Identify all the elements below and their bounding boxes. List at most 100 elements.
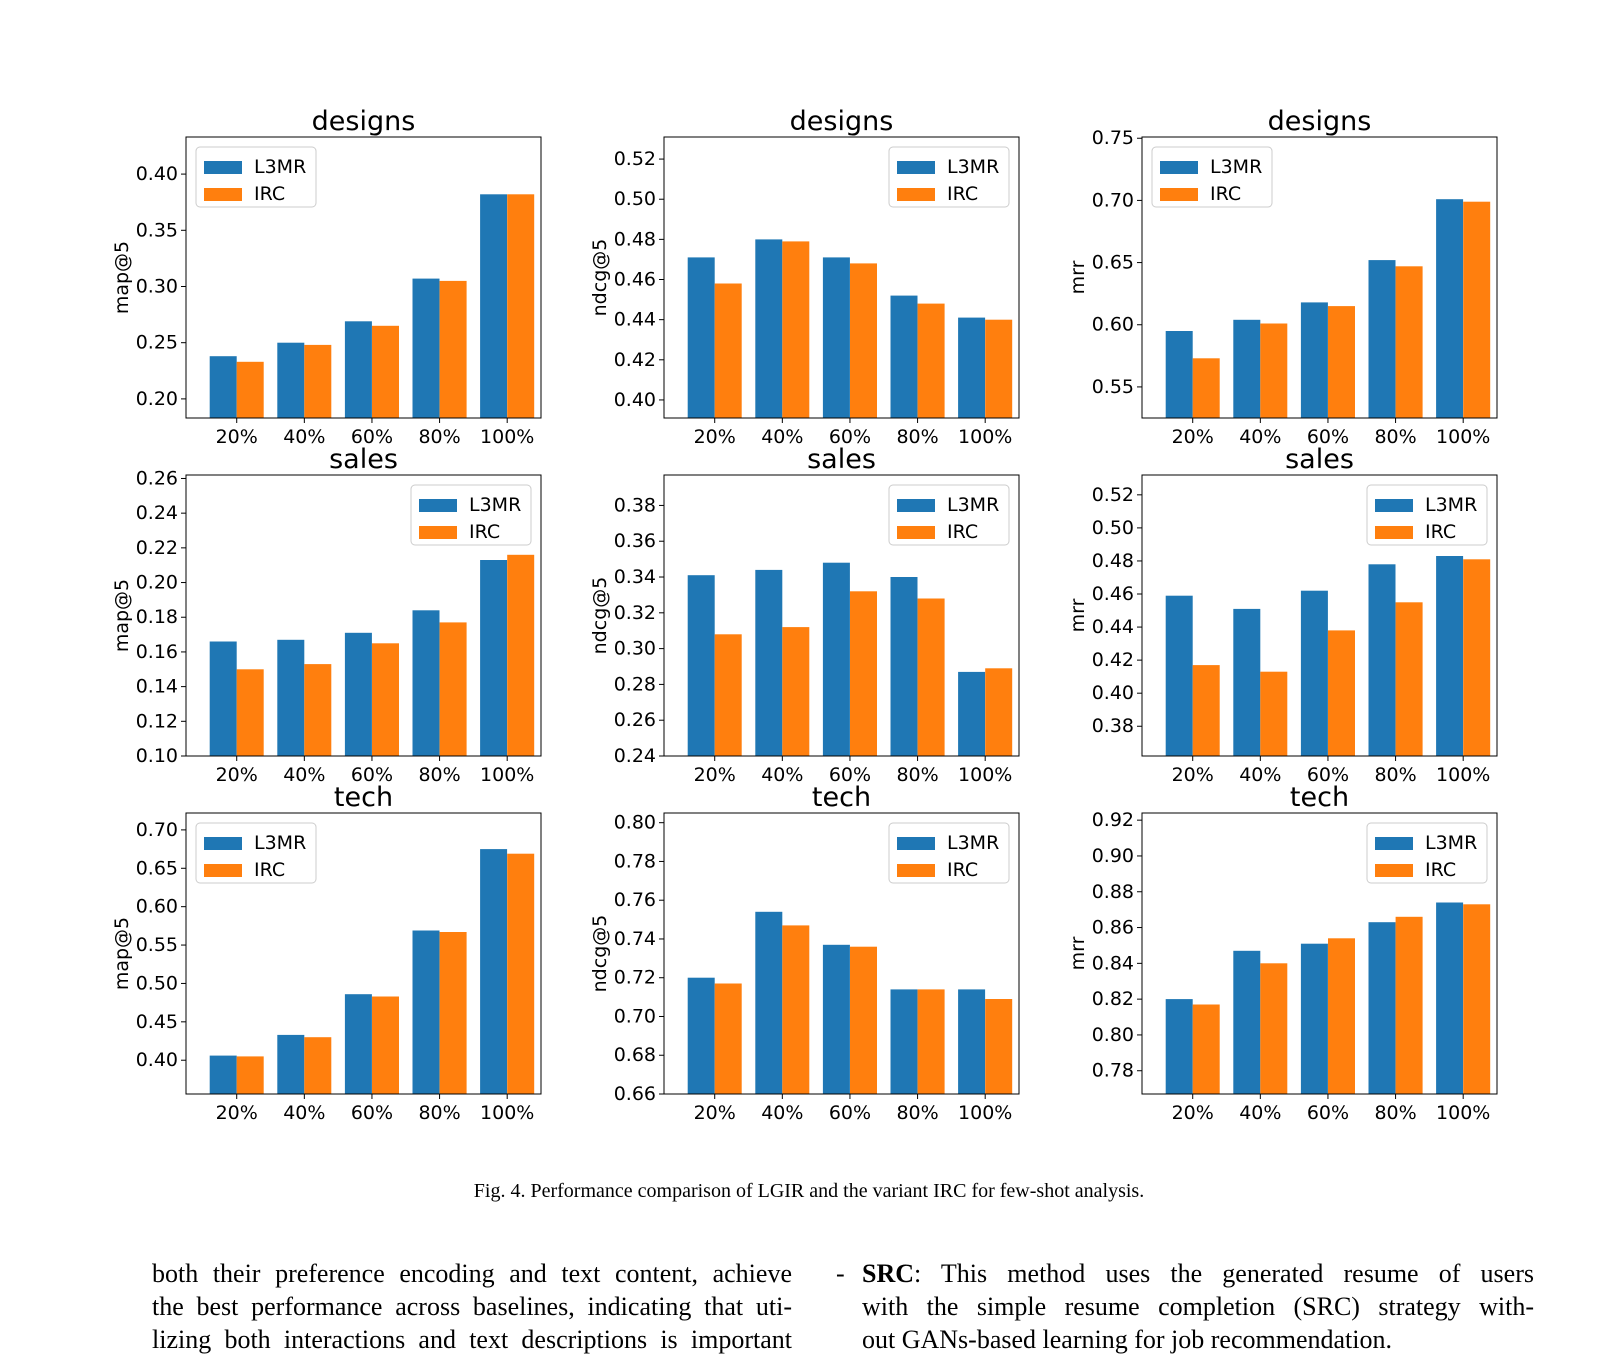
bar-irc (236, 361, 264, 418)
bar-l3mr (1165, 595, 1193, 756)
legend-swatch (897, 161, 935, 174)
bar-irc (439, 622, 467, 756)
bar-irc (1463, 904, 1491, 1094)
bar-l3mr (755, 569, 783, 756)
x-tick-label: 60% (351, 1102, 393, 1124)
chart-title: tech (334, 782, 393, 813)
x-tick-label: 40% (283, 426, 325, 448)
y-tick-label: 0.50 (136, 972, 178, 994)
plot-frame (185, 812, 542, 1095)
y-tick-label: 0.65 (1092, 252, 1134, 274)
bar-irc (1192, 665, 1220, 756)
y-tick-label: 0.50 (1092, 517, 1134, 539)
y-axis-label: map@5 (111, 241, 133, 314)
y-tick-label: 0.82 (1092, 988, 1134, 1010)
x-tick-label: 100% (480, 1102, 534, 1124)
bar-l3mr (412, 610, 440, 756)
y-tick-label: 0.28 (614, 673, 656, 695)
legend-label: L3MR (947, 832, 999, 854)
bar-irc (850, 946, 877, 1094)
bar-l3mr (1233, 950, 1261, 1094)
legend-swatch (204, 188, 242, 201)
x-tick-label: 60% (1307, 764, 1349, 786)
bar-irc (714, 634, 742, 756)
x-tick-label: 80% (1374, 764, 1416, 786)
bar-irc (304, 344, 332, 418)
bar-irc (507, 194, 535, 418)
bar-l3mr (1436, 902, 1464, 1094)
bar-l3mr (687, 575, 715, 756)
bar-irc (985, 668, 1013, 756)
legend-swatch (1375, 864, 1413, 877)
chart-title: sales (329, 444, 398, 475)
bar-l3mr (958, 671, 986, 756)
bar-l3mr (755, 911, 783, 1094)
y-tick-label: 0.40 (1092, 682, 1134, 704)
y-tick-label: 0.42 (614, 349, 656, 371)
bar-l3mr (687, 257, 715, 418)
bar-l3mr (1368, 922, 1396, 1094)
y-tick-label: 0.52 (1092, 484, 1134, 506)
legend-label: L3MR (1210, 156, 1262, 178)
y-tick-label: 0.40 (136, 1049, 178, 1071)
bar-irc (1192, 358, 1220, 418)
bar-irc (439, 280, 467, 418)
bar-irc (439, 932, 467, 1094)
y-tick-label: 0.70 (136, 819, 178, 841)
y-tick-label: 0.72 (614, 967, 656, 989)
y-tick-label: 0.22 (136, 537, 178, 559)
x-tick-label: 20% (1172, 1102, 1214, 1124)
figure-grid: 20% 40% 60% 80% 100% 0.20 0.25 0.30 0.35 0.40 desi… (111, 106, 1498, 1124)
chart-title: tech (812, 782, 871, 813)
y-tick-label: 0.25 (136, 332, 178, 354)
x-tick-label: 80% (418, 1102, 460, 1124)
list-bullet: - (836, 1259, 845, 1288)
y-tick-label: 0.35 (136, 219, 178, 241)
bar-l3mr (1368, 260, 1396, 418)
bar-l3mr (822, 257, 850, 418)
y-tick-label: 0.48 (614, 228, 656, 250)
legend-label: L3MR (1425, 832, 1477, 854)
x-tick-label: 60% (351, 764, 393, 786)
y-axis-label: mrr (1067, 598, 1089, 632)
bar-irc (1328, 938, 1355, 1094)
chart-panel: 20% 40% 60% 80% 100% 0.10 0.12 0.14 0.16 0.18 0.20… (111, 444, 542, 786)
chart-title: designs (1268, 106, 1372, 137)
bar-irc (236, 669, 264, 756)
legend-swatch (1160, 161, 1198, 174)
legend-swatch (1375, 837, 1413, 850)
y-tick-label: 0.50 (614, 188, 656, 210)
text-line: SRC: This method uses the generated resu… (862, 1257, 1534, 1290)
bar-irc (507, 853, 535, 1094)
bar-l3mr (890, 295, 918, 418)
x-tick-label: 20% (216, 426, 258, 448)
legend-label: L3MR (254, 832, 306, 854)
text-line: the best performance across baselines, i… (152, 1292, 792, 1321)
bar-l3mr (1165, 999, 1193, 1094)
y-tick-label: 0.66 (614, 1083, 656, 1105)
text-line: lizing both interactions and text descri… (152, 1325, 792, 1354)
chart-panel: 20% 40% 60% 80% 100% 0.40 0.45 0.50 0.55 0.60 0.65… (111, 782, 542, 1124)
x-tick-label: 100% (480, 426, 534, 448)
chart-panel: 20% 40% 60% 80% 100% 0.66 0.68 0.70 0.72 0.74 0.76… (589, 782, 1020, 1124)
bar-l3mr (1436, 556, 1464, 756)
bar-l3mr (344, 632, 372, 756)
bar-l3mr (412, 930, 440, 1094)
y-tick-label: 0.14 (136, 676, 178, 698)
plot-frame (1141, 812, 1498, 1095)
bar-irc (850, 591, 877, 756)
legend-label: L3MR (254, 156, 306, 178)
bar-l3mr (687, 977, 715, 1094)
x-tick-label: 100% (958, 1102, 1012, 1124)
bar-l3mr (344, 994, 372, 1094)
y-tick-label: 0.38 (614, 494, 656, 516)
bar-l3mr (209, 356, 237, 418)
legend-label: IRC (947, 859, 978, 881)
x-tick-label: 60% (1307, 426, 1349, 448)
bar-l3mr (755, 239, 783, 418)
bar-l3mr (958, 989, 986, 1094)
x-tick-label: 60% (351, 426, 393, 448)
legend-swatch (204, 837, 242, 850)
y-tick-label: 0.32 (614, 602, 656, 624)
bar-irc (917, 303, 945, 418)
